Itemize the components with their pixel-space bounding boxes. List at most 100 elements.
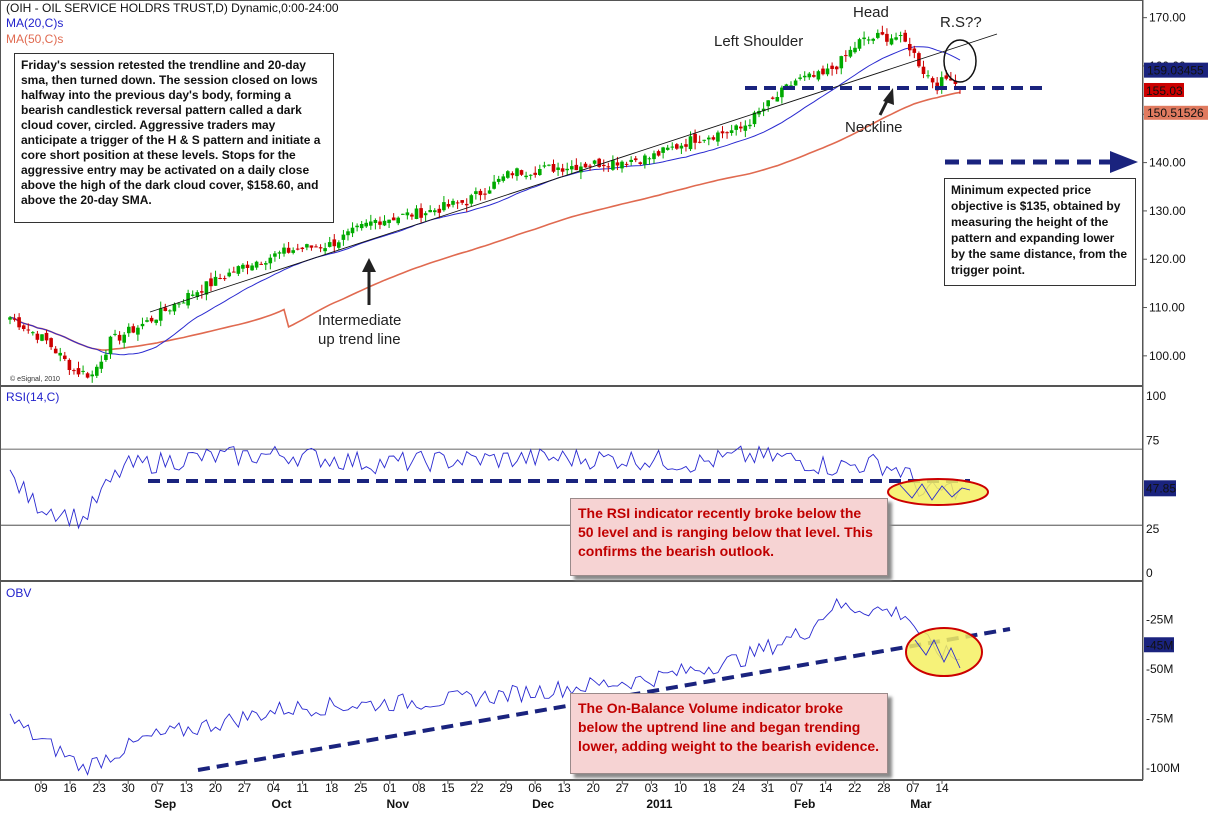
candle-body bbox=[802, 75, 807, 78]
candle-body bbox=[711, 137, 716, 140]
date-tick-label: 24 bbox=[732, 781, 746, 795]
candle-body bbox=[117, 334, 122, 341]
candle-body bbox=[31, 332, 35, 334]
candle-body bbox=[702, 139, 706, 141]
candle-body bbox=[21, 325, 26, 329]
rsi-tick-label: 75 bbox=[1146, 433, 1160, 447]
candle-body bbox=[770, 97, 775, 99]
candle-body bbox=[656, 151, 661, 156]
candle-body bbox=[871, 38, 875, 41]
rsi-line bbox=[9, 445, 961, 530]
date-tick-label: 11 bbox=[296, 781, 309, 795]
candle-body bbox=[295, 248, 300, 250]
candle-body bbox=[254, 261, 259, 268]
price-tick-label: 130.00 bbox=[1149, 204, 1186, 218]
candle-body bbox=[670, 146, 675, 148]
close-badge bbox=[1144, 82, 1184, 97]
candle-body bbox=[528, 174, 533, 176]
candle-body bbox=[241, 264, 245, 269]
candle-body bbox=[350, 227, 355, 234]
rsi-tick-label: 25 bbox=[1146, 522, 1160, 536]
month-label: Feb bbox=[794, 797, 815, 811]
candle-body bbox=[337, 242, 341, 248]
candle-body bbox=[300, 247, 305, 249]
date-tick-label: 07 bbox=[906, 781, 920, 795]
candle-body bbox=[574, 164, 579, 171]
obv-note-text: The On-Balance Volume indicator broke be… bbox=[578, 700, 880, 754]
candle-body bbox=[748, 124, 752, 127]
candle-body bbox=[588, 165, 592, 167]
candle-body bbox=[451, 200, 455, 205]
candle-body bbox=[200, 291, 204, 293]
candle-body bbox=[140, 323, 145, 327]
candle-body bbox=[232, 271, 236, 273]
candle-body bbox=[949, 78, 953, 81]
candle-body bbox=[478, 190, 483, 196]
rsi-note: The RSI indicator recently broke below t… bbox=[570, 498, 888, 576]
rsi-title: RSI(14,C) bbox=[6, 390, 59, 404]
candle-body bbox=[419, 208, 423, 218]
candle-body bbox=[624, 163, 629, 165]
candle-body bbox=[99, 361, 104, 369]
candle-body bbox=[894, 37, 898, 40]
candle-body bbox=[401, 213, 405, 215]
candle-body bbox=[414, 208, 419, 219]
candle-body bbox=[108, 336, 113, 355]
date-tick-label: 31 bbox=[761, 781, 775, 795]
date-tick-label: 07 bbox=[790, 781, 804, 795]
candle-body bbox=[684, 144, 688, 147]
candle-body bbox=[515, 168, 519, 177]
candle-body bbox=[501, 176, 506, 181]
candle-body bbox=[72, 370, 76, 372]
candle-body bbox=[944, 75, 949, 79]
candle-body bbox=[793, 80, 798, 86]
candle-body bbox=[830, 65, 834, 69]
candle-body bbox=[442, 202, 446, 211]
right-axis-area bbox=[1143, 0, 1210, 814]
candle-body bbox=[926, 75, 930, 77]
candle-body bbox=[510, 173, 515, 176]
candle-body bbox=[291, 250, 295, 253]
left-shoulder-label: Left Shoulder bbox=[714, 33, 803, 50]
candle-body bbox=[437, 208, 442, 213]
candle-body bbox=[716, 132, 720, 142]
candle-body bbox=[547, 164, 551, 166]
candle-body bbox=[327, 242, 332, 247]
date-tick-label: 15 bbox=[441, 781, 455, 795]
price-series bbox=[8, 25, 962, 383]
rsi-badge-value: 47.85 bbox=[1146, 481, 1176, 495]
close-badge-value: 155.03 bbox=[1146, 84, 1183, 98]
candle-body bbox=[90, 374, 94, 377]
candle-body bbox=[930, 78, 935, 83]
candle-body bbox=[346, 231, 350, 236]
candle-body bbox=[853, 47, 857, 53]
candle-body bbox=[839, 56, 844, 69]
price-tick-label: 140.00 bbox=[1149, 156, 1186, 170]
candle-body bbox=[665, 147, 670, 150]
candle-body bbox=[268, 257, 273, 264]
candle-body bbox=[880, 32, 885, 35]
ma20-line bbox=[9, 46, 961, 356]
intermediate-trendline bbox=[149, 33, 998, 313]
candle-body bbox=[857, 39, 862, 49]
candle-body bbox=[483, 193, 487, 195]
candle-body bbox=[862, 37, 866, 40]
obv-highlight bbox=[905, 627, 983, 677]
date-tick-label: 20 bbox=[209, 781, 223, 795]
candle-body bbox=[898, 35, 903, 36]
objective-note: Minimum expected price objective is $135… bbox=[944, 178, 1136, 286]
candle-body bbox=[227, 272, 231, 277]
ma20-badge-value: 159.03455 bbox=[1147, 64, 1204, 78]
candle-body bbox=[752, 112, 757, 125]
price-tick-label: 170.00 bbox=[1149, 11, 1186, 25]
rsi-highlight-line bbox=[899, 483, 971, 501]
candle-body bbox=[332, 239, 337, 247]
candle-body bbox=[428, 210, 432, 213]
right-shoulder-label: R.S?? bbox=[940, 14, 982, 31]
head-label: Head bbox=[853, 4, 889, 21]
obv-badge-value: -45M bbox=[1146, 638, 1173, 652]
obv-tick-label: -25M bbox=[1146, 613, 1173, 627]
candle-body bbox=[85, 373, 90, 378]
candle-body bbox=[789, 85, 793, 87]
